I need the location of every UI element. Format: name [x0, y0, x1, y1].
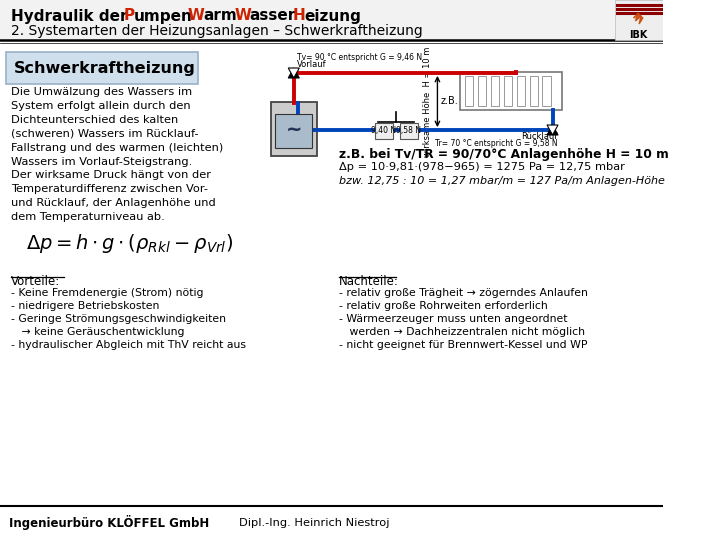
Text: werden → Dachheizzentralen nicht möglich: werden → Dachheizzentralen nicht möglich: [339, 327, 585, 337]
FancyBboxPatch shape: [542, 76, 551, 106]
Text: asser: asser: [250, 9, 296, 24]
Text: - hydraulischer Abgleich mit ThV reicht aus: - hydraulischer Abgleich mit ThV reicht …: [11, 340, 246, 350]
FancyBboxPatch shape: [504, 76, 512, 106]
Text: - nicht geeignet für Brennwert-Kessel und WP: - nicht geeignet für Brennwert-Kessel un…: [339, 340, 588, 350]
Polygon shape: [547, 125, 558, 135]
FancyBboxPatch shape: [461, 72, 562, 110]
Polygon shape: [547, 125, 558, 135]
Polygon shape: [634, 13, 643, 24]
Text: Δp = 10·9,81·(978−965) = 1275 Pa = 12,75 mbar: Δp = 10·9,81·(978−965) = 1275 Pa = 12,75…: [339, 162, 625, 172]
FancyBboxPatch shape: [465, 76, 473, 106]
FancyBboxPatch shape: [517, 76, 525, 106]
Text: - relativ große Rohrweiten erforderlich: - relativ große Rohrweiten erforderlich: [339, 301, 548, 311]
Text: → keine Geräuschentwicklung: → keine Geräuschentwicklung: [11, 327, 184, 337]
Text: z.B. bei Tv/TR = 90/70°C Anlagenhöhe H = 10 m: z.B. bei Tv/TR = 90/70°C Anlagenhöhe H =…: [339, 148, 669, 161]
FancyBboxPatch shape: [6, 52, 198, 84]
Text: - Keine Fremdenergie (Strom) nötig: - Keine Fremdenergie (Strom) nötig: [11, 288, 204, 298]
Text: Vorteile:: Vorteile:: [11, 275, 60, 288]
Text: W: W: [234, 9, 251, 24]
Text: Schwerkraftheizung: Schwerkraftheizung: [14, 60, 196, 76]
FancyBboxPatch shape: [271, 102, 317, 156]
Text: ~: ~: [286, 119, 302, 138]
FancyBboxPatch shape: [275, 114, 312, 148]
Text: arm: arm: [203, 9, 237, 24]
Text: 9,58 N: 9,58 N: [397, 126, 421, 136]
Text: - Wärmeerzeuger muss unten angeordnet: - Wärmeerzeuger muss unten angeordnet: [339, 314, 567, 324]
Text: 2. Systemarten der Heizungsanlagen – Schwerkraftheizung: 2. Systemarten der Heizungsanlagen – Sch…: [11, 24, 423, 38]
Text: eizung: eizung: [304, 9, 361, 24]
Polygon shape: [288, 68, 300, 78]
FancyBboxPatch shape: [0, 0, 663, 40]
Text: - relativ große Trägheit → zögerndes Anlaufen: - relativ große Trägheit → zögerndes Anl…: [339, 288, 588, 298]
Text: Der wirksame Druck hängt von der
Temperaturdifferenz zwischen Vor-
und Rücklauf,: Der wirksame Druck hängt von der Tempera…: [11, 170, 216, 222]
Text: umpen: umpen: [133, 9, 192, 24]
FancyBboxPatch shape: [400, 123, 418, 139]
Text: Die Umwälzung des Wassers im
System erfolgt allein durch den
Dichteunterschied d: Die Umwälzung des Wassers im System erfo…: [11, 87, 223, 167]
Text: Dipl.-Ing. Heinrich Niestroj: Dipl.-Ing. Heinrich Niestroj: [240, 518, 390, 528]
Text: Hydraulik der: Hydraulik der: [11, 9, 132, 24]
Text: wirksame Höhe  H = 10 m: wirksame Höhe H = 10 m: [423, 46, 432, 157]
Text: Ingenieurbüro KLÖFFEL GmbH: Ingenieurbüro KLÖFFEL GmbH: [9, 516, 210, 530]
Text: W: W: [188, 9, 204, 24]
FancyBboxPatch shape: [478, 76, 486, 106]
Text: H: H: [292, 9, 305, 24]
FancyBboxPatch shape: [615, 0, 663, 40]
Text: P: P: [123, 9, 135, 24]
Text: 9,40 N: 9,40 N: [372, 126, 397, 136]
Text: Rücklauf: Rücklauf: [521, 132, 557, 141]
Text: bzw. 12,75 : 10 = 1,27 mbar/m = 127 Pa/m Anlagen-Höhe: bzw. 12,75 : 10 = 1,27 mbar/m = 127 Pa/m…: [339, 176, 665, 186]
Text: IBK: IBK: [629, 30, 647, 40]
FancyBboxPatch shape: [375, 123, 393, 139]
FancyBboxPatch shape: [491, 76, 499, 106]
Text: - Geringe Strömungsgeschwindigkeiten: - Geringe Strömungsgeschwindigkeiten: [11, 314, 226, 324]
Text: z.B.: z.B.: [441, 97, 459, 106]
Text: Vorlauf: Vorlauf: [297, 60, 326, 69]
Text: $\Delta p = h \cdot g \cdot (\rho_{Rkl} - \rho_{Vrl})$: $\Delta p = h \cdot g \cdot (\rho_{Rkl} …: [26, 232, 233, 255]
Text: - niedrigere Betriebskosten: - niedrigere Betriebskosten: [11, 301, 159, 311]
FancyBboxPatch shape: [529, 76, 538, 106]
Text: Tr= 70 °C entspricht G = 9,58 N: Tr= 70 °C entspricht G = 9,58 N: [435, 139, 557, 148]
Polygon shape: [288, 68, 300, 78]
Text: Nachteile:: Nachteile:: [339, 275, 399, 288]
Text: Tv= 90 °C entspricht G = 9,46 N: Tv= 90 °C entspricht G = 9,46 N: [297, 53, 422, 62]
